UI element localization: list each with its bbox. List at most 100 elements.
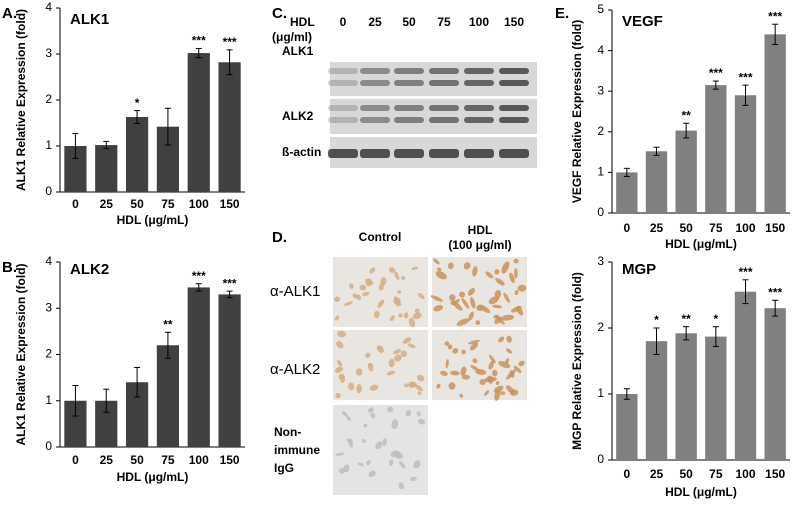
- cell: [349, 283, 354, 289]
- blot-strip: [330, 99, 537, 134]
- cell: [412, 312, 422, 320]
- cell: [380, 277, 387, 286]
- cell: [362, 291, 370, 297]
- micrograph: [333, 330, 428, 400]
- cell: [417, 374, 425, 382]
- cell: [500, 391, 506, 396]
- x-tick-label: 50: [679, 467, 693, 481]
- y-axis-title: ALK1 Relative Expression (fold): [14, 9, 28, 191]
- cell: [445, 359, 449, 369]
- cell: [340, 375, 346, 383]
- cell: [452, 348, 459, 354]
- error-bar: [164, 331, 171, 359]
- cell: [361, 438, 367, 444]
- blot-band: [499, 105, 529, 111]
- cell: [375, 441, 383, 450]
- cell: [346, 438, 353, 443]
- cell: [391, 419, 399, 430]
- cell: [449, 294, 456, 301]
- error-bar: [623, 388, 630, 400]
- cell: [436, 267, 442, 272]
- row-label: IgG: [274, 461, 294, 475]
- blot-band: [328, 80, 358, 86]
- cell: [450, 300, 457, 306]
- cell: [336, 341, 344, 349]
- y-axis-title: MGP Relative Expression (fold): [570, 272, 584, 450]
- cell: [470, 365, 480, 372]
- cell: [418, 418, 425, 425]
- y-tick-label: 3: [45, 46, 52, 60]
- x-tick-label: 100: [735, 467, 755, 481]
- bar: [187, 287, 210, 447]
- blot-band: [464, 80, 494, 86]
- blot-band: [328, 68, 358, 74]
- blot-band: [499, 117, 529, 123]
- cell: [501, 314, 515, 321]
- blot-band: [360, 149, 390, 158]
- blot-band: [429, 68, 459, 74]
- blot-band: [499, 80, 529, 86]
- bar: [645, 341, 668, 460]
- cell: [479, 379, 486, 386]
- panel-label: C.: [272, 5, 287, 22]
- bar: [64, 146, 87, 192]
- blot-row-label: ALK2: [282, 109, 314, 123]
- cell: [377, 299, 385, 308]
- cell: [367, 407, 374, 413]
- column-label: Control: [359, 230, 402, 244]
- cell: [410, 476, 417, 482]
- cell: [514, 268, 518, 279]
- significance-label: ***: [223, 276, 237, 290]
- x-tick-label: 25: [650, 221, 664, 235]
- cell: [388, 358, 395, 368]
- y-tick-label: 0: [597, 205, 604, 219]
- x-tick-label: 150: [765, 221, 785, 235]
- cell: [368, 470, 376, 478]
- cell: [365, 278, 373, 287]
- cell: [433, 305, 444, 312]
- error-bar: [72, 384, 79, 417]
- blot-band: [394, 80, 424, 86]
- error-bar: [72, 133, 79, 159]
- cell: [334, 366, 344, 373]
- cell: [407, 343, 416, 349]
- cell: [468, 311, 474, 321]
- cell: [388, 267, 396, 273]
- cell: [408, 317, 416, 328]
- x-tick-label: 50: [130, 197, 144, 211]
- error-bar: [772, 299, 779, 317]
- bar: [764, 308, 786, 460]
- cell: [405, 410, 412, 417]
- y-tick-label: 1: [597, 386, 604, 400]
- cell: [492, 304, 503, 309]
- row-label: immune: [274, 443, 320, 457]
- significance-label: ***: [223, 35, 237, 49]
- cell: [343, 301, 353, 306]
- cell: [394, 354, 402, 362]
- panel-label: E.: [555, 5, 569, 22]
- bar: [705, 336, 727, 460]
- cell: [388, 459, 394, 467]
- x-tick-label: 150: [220, 453, 240, 467]
- cell: [440, 370, 448, 376]
- cell: [366, 460, 371, 466]
- blot-unit: (μg/ml): [272, 30, 312, 44]
- cell: [488, 354, 496, 364]
- cell: [435, 271, 447, 280]
- lane-label: 0: [340, 15, 347, 29]
- x-tick-label: 0: [72, 453, 79, 467]
- bar: [645, 151, 668, 213]
- y-tick-label: 0: [597, 452, 604, 466]
- bar: [616, 394, 638, 460]
- chart-title: ALK2: [70, 261, 109, 278]
- cell: [400, 350, 408, 358]
- x-tick-label: 100: [189, 453, 209, 467]
- cell: [414, 384, 423, 392]
- blot-band: [499, 149, 529, 158]
- cell: [397, 290, 402, 294]
- cell: [503, 292, 510, 303]
- cell: [448, 262, 454, 270]
- cell: [357, 462, 365, 467]
- significance-label: **: [163, 317, 173, 331]
- row-label: Non-: [274, 425, 301, 439]
